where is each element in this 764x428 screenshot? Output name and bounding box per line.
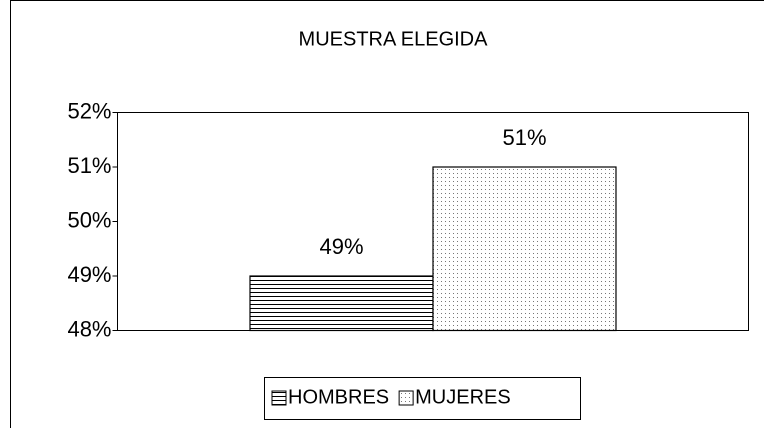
data-label: 51% bbox=[502, 125, 546, 150]
legend-label: HOMBRES bbox=[288, 386, 389, 408]
legend-swatch bbox=[271, 390, 287, 406]
legend-label: MUJERES bbox=[415, 386, 511, 408]
y-tick-label: 50% bbox=[67, 207, 111, 232]
legend bbox=[264, 377, 581, 420]
y-tick-label: 49% bbox=[67, 262, 111, 287]
legend-swatch bbox=[398, 390, 414, 406]
bar bbox=[432, 166, 617, 332]
y-tick-label: 51% bbox=[67, 153, 111, 178]
bar bbox=[249, 275, 434, 332]
data-label: 49% bbox=[319, 234, 363, 259]
y-tick-label: 48% bbox=[67, 316, 111, 341]
y-tick-label: 52% bbox=[67, 98, 111, 123]
chart-title: MUESTRA ELEGIDA bbox=[299, 28, 489, 50]
